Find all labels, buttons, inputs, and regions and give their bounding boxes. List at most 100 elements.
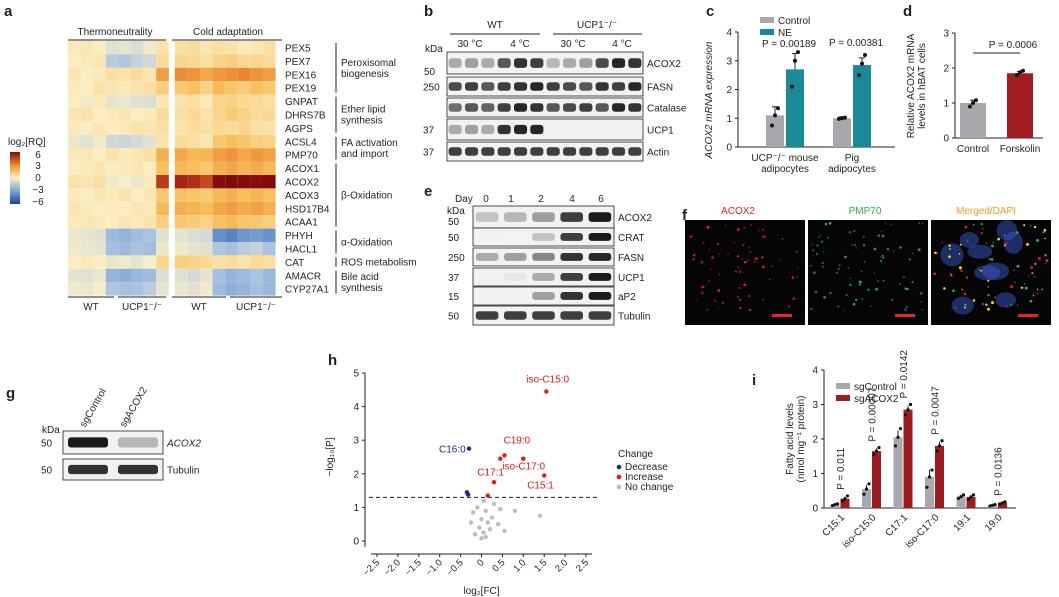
panel-label-f: f (682, 207, 688, 224)
i-point (993, 502, 997, 507)
merged-speckle (985, 242, 988, 244)
heatmap-genotype-labels: WT UCP1⁻/⁻ WT UCP1⁻/⁻ (68, 296, 282, 313)
heatmap-cell (237, 201, 251, 216)
c-legend-control-swatch (760, 17, 774, 23)
heatmap-cell (80, 161, 94, 175)
h-point (473, 532, 478, 537)
heatmap-cell (250, 134, 263, 149)
acox2-speckle (711, 256, 714, 259)
i-point (835, 502, 840, 506)
i-bar (862, 489, 871, 508)
heatmap-cell (237, 67, 251, 82)
blot-acox2-band (628, 58, 642, 68)
h-point-label: C19:0 (504, 435, 531, 446)
h-xtick-label: 0.5 (490, 557, 507, 574)
acox2-speckle (717, 306, 720, 308)
blot-label-ucp1: UCP1 (647, 126, 674, 137)
i-point (927, 475, 932, 479)
category-label: synthesis (341, 116, 383, 127)
heatmap-cell (80, 108, 94, 122)
merged-speckle (1020, 286, 1024, 290)
blot-ucp1-band (448, 124, 462, 135)
heatmap-cell (187, 121, 200, 135)
merged-speckle (997, 237, 1000, 241)
blot-fasn-band (595, 82, 609, 91)
heatmap-cell (143, 255, 157, 269)
chart-i-plot: 0 1 2 3 4 Fatty acid levels (nmol mg⁻¹ protein… (785, 350, 1016, 550)
gene-label: HSD17B4 (285, 204, 330, 215)
blot-group-wt: WT (487, 20, 503, 31)
blot-e-crat-band (560, 233, 583, 241)
h-point (465, 492, 471, 497)
blot-fasn-band (481, 82, 495, 91)
i-point (988, 504, 992, 508)
heatmap-cell (212, 108, 226, 122)
heatmap-cell (263, 121, 276, 135)
blot-actin-band (514, 147, 528, 156)
heatmap-cell (93, 134, 106, 149)
heatmap-cell (200, 94, 213, 108)
heatmap-cell (131, 161, 144, 175)
heatmap-cell (174, 268, 188, 283)
pmp70-speckle (849, 283, 852, 286)
acox2-speckle (714, 299, 717, 302)
heatmap-cell (250, 108, 263, 122)
temp-wt-4: 4 °C (510, 39, 530, 50)
blot-fasn-band (514, 82, 528, 91)
heatmap-cell (143, 268, 157, 283)
heatmap-cell (80, 94, 94, 108)
blot-acox2-band (497, 58, 511, 68)
panel-a-heatmap: Thermoneutrality Cold adaptation PEX5PEX… (8, 27, 417, 313)
merged-speckle (1010, 304, 1012, 306)
heatmap-cell (80, 54, 94, 68)
d-point (1021, 68, 1025, 73)
heatmap-cell (200, 81, 213, 95)
heatmap-cell (212, 121, 226, 135)
heatmap-cell (237, 54, 251, 68)
label-ko-cold: UCP1⁻/⁻ (236, 302, 276, 313)
h-legend-label: Decrease (625, 462, 668, 473)
h-point (479, 536, 484, 541)
blot-catalase-band (530, 103, 544, 112)
merged-speckle (1042, 231, 1045, 234)
merged-speckle (967, 240, 969, 242)
heatmap-cell (250, 148, 263, 162)
heatmap-cell (225, 255, 238, 269)
i-point (833, 502, 837, 507)
heatmap-cell (156, 201, 169, 216)
h-xtick-label: −1.5 (403, 557, 424, 578)
heatmap-cell (131, 175, 144, 189)
group-label-cold-adaptation: Cold adaptation (193, 27, 263, 38)
d-ytick-label: 3 (943, 29, 949, 40)
kda-marker-e: 15 (448, 292, 460, 303)
c-point (857, 73, 861, 78)
i-pvalue: P = 0.0142 (899, 350, 910, 399)
heatmap-cell (174, 175, 188, 189)
heatmap-cell (93, 188, 106, 202)
heatmap-cell (225, 282, 238, 296)
h-xtick-label: 0 (475, 557, 487, 569)
acox2-speckle (706, 225, 708, 227)
h-point (487, 527, 493, 532)
blot-e-label-ucp1: UCP1 (618, 273, 645, 284)
panel-f-microscopy: ACOX2 PMP70 Merged/DAPI (685, 206, 1051, 325)
heatmap-cell (212, 148, 226, 162)
pmp70-speckle (835, 271, 838, 274)
merged-speckle (991, 301, 994, 305)
heatmap-cell (105, 268, 119, 283)
heatmap-cell (237, 41, 251, 55)
panel-label-b: b (424, 3, 433, 20)
c-group-label: adipocytes (761, 164, 809, 175)
blot-acox2-band (595, 58, 609, 68)
pmp70-speckle (862, 235, 865, 238)
heatmap-cell (118, 94, 131, 108)
gene-label: ACAA1 (285, 218, 318, 229)
merged-speckle (963, 292, 967, 296)
heatmap-cell (212, 94, 226, 108)
blot-label-fasn: FASN (647, 83, 673, 94)
merged-speckle (980, 222, 983, 226)
pmp70-speckle (873, 247, 877, 251)
blot-e-ucp1-band (588, 273, 612, 281)
merged-speckle (933, 272, 936, 276)
heatmap-cell (250, 255, 263, 269)
